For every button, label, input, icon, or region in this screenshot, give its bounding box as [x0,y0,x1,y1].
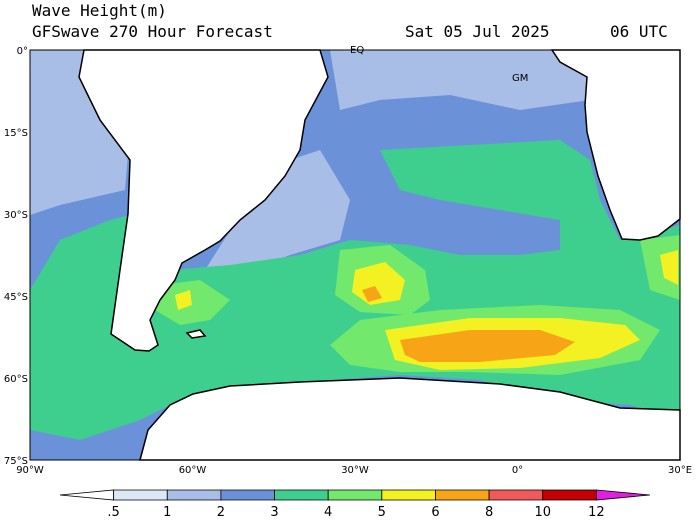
very-high-zone [400,330,575,362]
lon-label: 0° [512,465,523,476]
high-zone [660,250,678,285]
lat-label: 30°S [4,210,28,221]
colorbar-label: 2 [217,505,225,520]
annotation: GM [512,73,528,84]
colorbar-swatch [381,489,436,501]
rough-zone [155,280,230,325]
lat-label: 75°S [4,456,28,467]
colorbar: .5 1 2 3 4 5 6 8 10 12 [59,489,651,520]
lon-label: 30°W [341,465,369,476]
colorbar-swatch [59,489,115,501]
colorbar-label: 1 [163,505,171,520]
colorbar-swatch [488,489,544,501]
calm-zone [30,50,130,215]
time: 06 UTC [610,22,668,41]
colorbar-swatch [327,489,383,501]
colorbar-label: 4 [324,505,332,520]
rough-zone [640,235,680,300]
calm-zone [205,150,350,270]
lat-label: 60°S [4,374,28,385]
colorbar-swatch [595,489,651,501]
lat-label: 45°S [4,292,28,303]
colorbar-label: 6 [431,505,439,520]
south-america [78,49,329,352]
colorbar-swatch [220,489,275,501]
colorbar-swatch [166,489,222,501]
lat-label: 0° [17,46,28,57]
axes: 0° 15°S 30°S 45°S 60°S 75°S90°W 60°W 30°W 0° 30°E [4,46,692,476]
colorbar-label: 3 [270,505,278,520]
calm-zone [30,50,680,130]
subtitle: GFSwave 270 Hour Forecast [32,22,273,41]
map: EQ GM [29,45,681,461]
colorbar-swatch [274,489,329,501]
colorbar-swatch [113,489,168,501]
colorbar-label: 8 [485,505,493,520]
lon-label: 60°W [179,465,207,476]
falklands [185,329,207,339]
frame [29,49,681,461]
lon-label: 30°E [668,465,692,476]
colorbar-swatch [542,489,597,501]
colorbar-label: 5 [378,505,386,520]
lat-label: 15°S [4,128,28,139]
high-zone [175,290,192,310]
colorbar-label: .5 [107,505,119,520]
colorbar-swatch [435,489,490,501]
date: Sat 05 Jul 2025 [405,22,550,41]
lon-label: 90°W [16,465,44,476]
moderate-zone [30,300,40,370]
title: Wave Height(m) [32,1,167,20]
very-high-zone [362,286,382,302]
colorbar-label: 10 [534,505,551,520]
annotation: EQ [350,45,364,56]
colorbar-label: 12 [588,505,605,520]
